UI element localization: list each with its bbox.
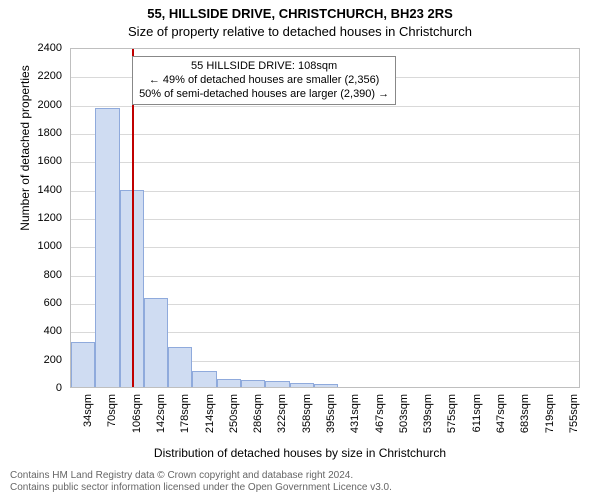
x-tick-label: 34sqm bbox=[82, 394, 94, 454]
x-tick-label: 142sqm bbox=[155, 394, 167, 454]
callout-line2: ← 49% of detached houses are smaller (2,… bbox=[139, 74, 389, 88]
histogram-bar bbox=[290, 383, 314, 387]
histogram-bar bbox=[168, 347, 192, 387]
y-tick-label: 2200 bbox=[28, 70, 62, 82]
x-tick-label: 178sqm bbox=[179, 394, 191, 454]
footer-line2: Contains public sector information licen… bbox=[10, 482, 392, 494]
y-tick-label: 800 bbox=[28, 269, 62, 281]
x-tick-label: 503sqm bbox=[398, 394, 410, 454]
x-tick-label: 286sqm bbox=[252, 394, 264, 454]
y-tick-label: 1600 bbox=[28, 155, 62, 167]
grid-line bbox=[71, 247, 579, 248]
histogram-bar bbox=[71, 342, 95, 387]
histogram-bar bbox=[144, 298, 168, 387]
histogram-bar bbox=[241, 380, 265, 387]
callout-line1: 55 HILLSIDE DRIVE: 108sqm bbox=[139, 60, 389, 74]
x-tick-label: 467sqm bbox=[374, 394, 386, 454]
callout-box: 55 HILLSIDE DRIVE: 108sqm← 49% of detach… bbox=[132, 56, 396, 105]
x-tick-label: 719sqm bbox=[544, 394, 556, 454]
x-tick-label: 683sqm bbox=[519, 394, 531, 454]
y-tick-label: 2000 bbox=[28, 99, 62, 111]
grid-line bbox=[71, 106, 579, 107]
x-tick-label: 322sqm bbox=[276, 394, 288, 454]
histogram-bar bbox=[192, 371, 216, 387]
x-tick-label: 214sqm bbox=[204, 394, 216, 454]
y-tick-label: 0 bbox=[28, 382, 62, 394]
chart-title-line1: 55, HILLSIDE DRIVE, CHRISTCHURCH, BH23 2… bbox=[0, 6, 600, 21]
y-tick-label: 1400 bbox=[28, 184, 62, 196]
y-tick-label: 400 bbox=[28, 325, 62, 337]
y-tick-label: 1200 bbox=[28, 212, 62, 224]
x-tick-label: 250sqm bbox=[228, 394, 240, 454]
attribution-footer: Contains HM Land Registry data © Crown c… bbox=[10, 470, 392, 494]
x-tick-label: 647sqm bbox=[495, 394, 507, 454]
y-tick-label: 1800 bbox=[28, 127, 62, 139]
histogram-bar bbox=[95, 108, 119, 387]
histogram-bar bbox=[314, 384, 338, 387]
grid-line bbox=[71, 162, 579, 163]
x-tick-label: 611sqm bbox=[471, 394, 483, 454]
x-axis-label: Distribution of detached houses by size … bbox=[0, 446, 600, 460]
grid-line bbox=[71, 276, 579, 277]
y-tick-label: 600 bbox=[28, 297, 62, 309]
y-tick-label: 2400 bbox=[28, 42, 62, 54]
histogram-bar bbox=[265, 381, 289, 387]
x-tick-label: 395sqm bbox=[325, 394, 337, 454]
y-tick-label: 200 bbox=[28, 354, 62, 366]
y-axis-label: Number of detached properties bbox=[18, 0, 32, 318]
x-tick-label: 106sqm bbox=[131, 394, 143, 454]
grid-line bbox=[71, 191, 579, 192]
chart-title-line2: Size of property relative to detached ho… bbox=[0, 24, 600, 39]
x-tick-label: 575sqm bbox=[446, 394, 458, 454]
x-tick-label: 358sqm bbox=[301, 394, 313, 454]
grid-line bbox=[71, 134, 579, 135]
grid-line bbox=[71, 219, 579, 220]
x-tick-label: 755sqm bbox=[568, 394, 580, 454]
histogram-bar bbox=[217, 379, 241, 388]
footer-line1: Contains HM Land Registry data © Crown c… bbox=[10, 470, 392, 482]
x-tick-label: 70sqm bbox=[106, 394, 118, 454]
y-tick-label: 1000 bbox=[28, 240, 62, 252]
x-tick-label: 539sqm bbox=[422, 394, 434, 454]
x-tick-label: 431sqm bbox=[349, 394, 361, 454]
callout-line3: 50% of semi-detached houses are larger (… bbox=[139, 88, 389, 102]
